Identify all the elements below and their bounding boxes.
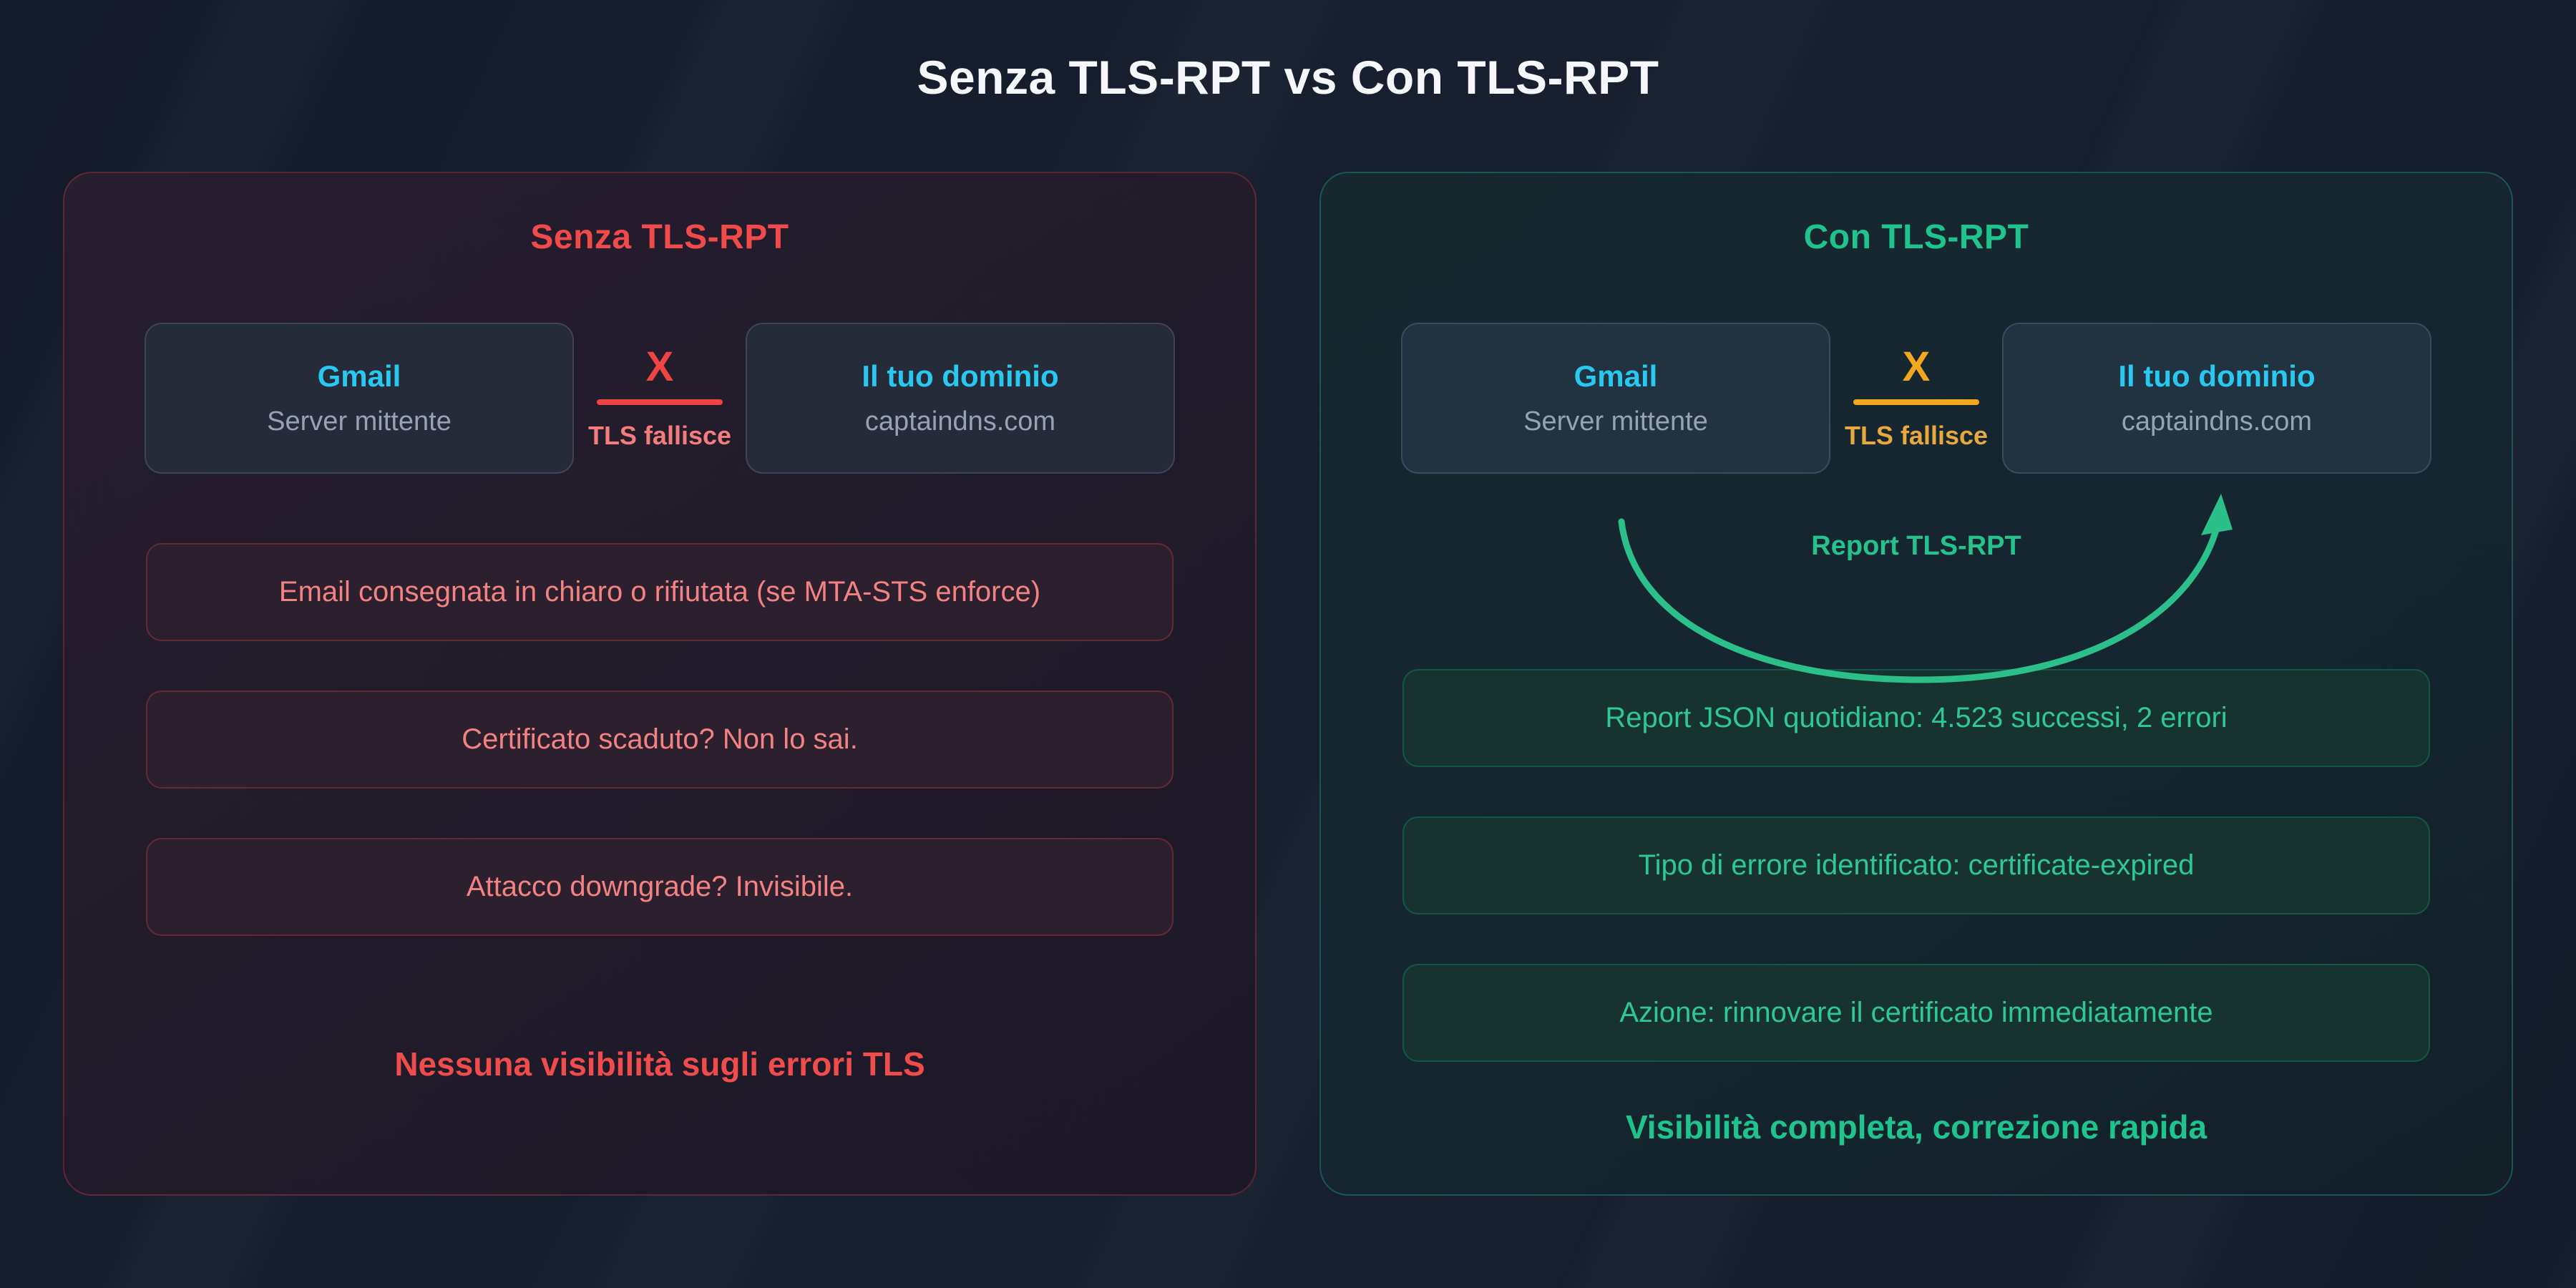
panel-senza-title: Senza TLS-RPT <box>530 218 789 256</box>
mail-flow-row: Gmail Server mittente X TLS fallisce Il … <box>1321 323 2512 474</box>
report-arrow-label: Report TLS-RPT <box>1811 531 2021 561</box>
failure-x-icon: X <box>645 343 674 390</box>
sender-name: Gmail <box>317 359 401 393</box>
failure-strike-line <box>1853 399 1979 405</box>
problem-row-delivery: Email consegnata in chiaro o rifiutata (… <box>146 543 1174 641</box>
recipient-domain: captaindns.com <box>2121 406 2313 436</box>
recipient-name: Il tuo dominio <box>862 359 1059 393</box>
mail-flow-row: Gmail Server mittente X TLS fallisce Il … <box>64 323 1255 474</box>
sender-role: Server mittente <box>1523 406 1708 436</box>
problem-list: Email consegnata in chiaro o rifiutata (… <box>146 543 1174 936</box>
sender-server-box: Gmail Server mittente <box>1401 323 1830 474</box>
sender-role: Server mittente <box>267 406 452 436</box>
failure-label: TLS fallisce <box>1844 420 1989 450</box>
recipient-name: Il tuo dominio <box>2118 359 2316 393</box>
recipient-domain-box: Il tuo dominio captaindns.com <box>2002 323 2431 474</box>
problem-row-downgrade: Attacco downgrade? Invisibile. <box>146 838 1174 936</box>
report-row-daily-json: Report JSON quotidiano: 4.523 successi, … <box>1402 669 2430 767</box>
sender-name: Gmail <box>1574 359 1658 393</box>
recipient-domain: captaindns.com <box>864 406 1056 436</box>
panel-con-tls-rpt: Con TLS-RPT Gmail Server mittente X TLS … <box>1319 172 2513 1196</box>
failure-x-icon: X <box>1902 343 1931 390</box>
report-list: Report JSON quotidiano: 4.523 successi, … <box>1402 669 2430 1062</box>
panel-senza-footer: Nessuna visibilità sugli errori TLS <box>394 1045 925 1083</box>
failure-strike-line <box>597 399 723 405</box>
panel-con-footer: Visibilità completa, correzione rapida <box>1625 1108 2207 1146</box>
sender-server-box: Gmail Server mittente <box>145 323 574 474</box>
tls-failure-indicator: X TLS fallisce <box>1830 346 2002 451</box>
tls-failure-indicator: X TLS fallisce <box>574 346 746 451</box>
recipient-domain-box: Il tuo dominio captaindns.com <box>746 323 1175 474</box>
report-row-error-type: Tipo di errore identificato: certificate… <box>1402 816 2430 914</box>
panel-senza-tls-rpt: Senza TLS-RPT Gmail Server mittente X TL… <box>63 172 1257 1196</box>
failure-label: TLS fallisce <box>587 420 732 450</box>
problem-row-certificate: Certificato scaduto? Non lo sai. <box>146 691 1174 789</box>
page-title: Senza TLS-RPT vs Con TLS-RPT <box>917 51 1659 104</box>
panel-con-title: Con TLS-RPT <box>1803 218 2029 256</box>
report-row-action: Azione: rinnovare il certificato immedia… <box>1402 964 2430 1062</box>
